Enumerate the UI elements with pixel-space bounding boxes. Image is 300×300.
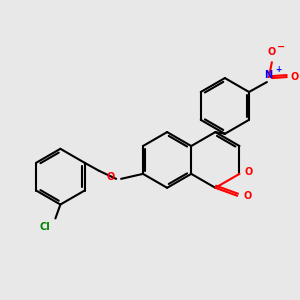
Text: O: O	[107, 172, 115, 182]
Text: −: −	[277, 42, 285, 52]
Text: +: +	[275, 65, 281, 74]
Text: Cl: Cl	[40, 222, 50, 233]
Text: O: O	[291, 72, 299, 82]
Text: O: O	[243, 191, 251, 201]
Text: O: O	[244, 167, 253, 177]
Text: O: O	[268, 47, 276, 57]
Text: N: N	[264, 70, 272, 80]
